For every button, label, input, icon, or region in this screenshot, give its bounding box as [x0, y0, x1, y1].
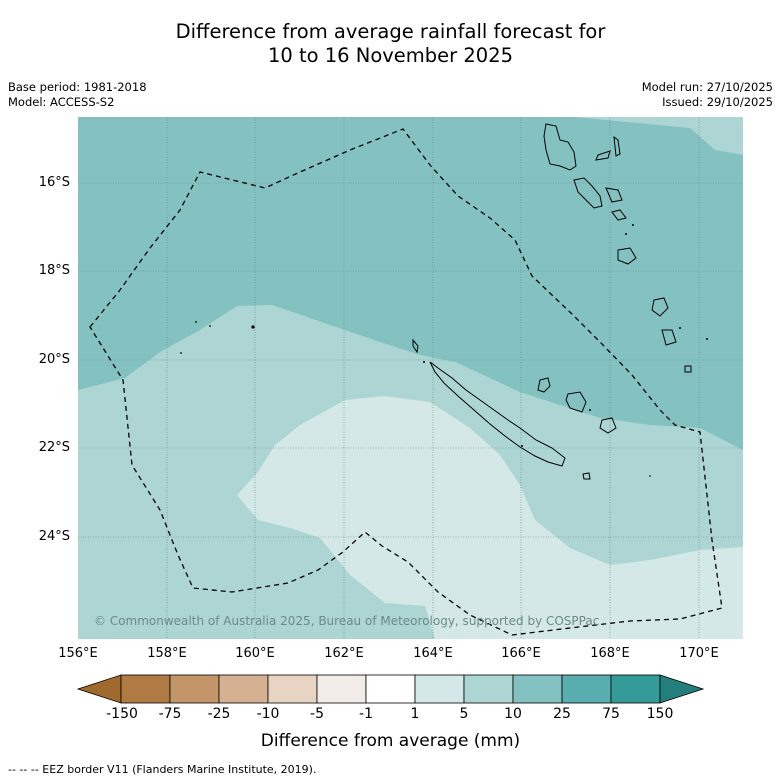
- chart-title: Difference from average rainfall forecas…: [0, 20, 781, 68]
- tanna-island: [651, 297, 669, 317]
- title-line-2: 10 to 16 November 2025: [267, 44, 514, 67]
- colorbar-extend-low: [76, 674, 122, 704]
- colorbar-swatch: [610, 674, 661, 704]
- colorbar-title: Difference from average (mm): [260, 731, 521, 751]
- lat-label-16s: 16°S: [38, 175, 70, 190]
- lon-label-166e: 166°E: [501, 646, 541, 661]
- small-islets: [180, 224, 708, 477]
- rain-band-5-10-left-notch: [78, 540, 87, 552]
- new-caledonia-island: [429, 361, 566, 467]
- colorbar-swatch: [267, 674, 318, 704]
- malakula-island: [573, 177, 603, 209]
- lon-label-156e: 156°E: [58, 646, 98, 661]
- colorbar: [76, 674, 705, 704]
- maewo-island: [613, 135, 621, 157]
- isle-of-pines: [582, 472, 591, 480]
- colorbar-label: 10: [504, 706, 522, 722]
- eez-footnote: -- -- -- EEZ border V11 (Flanders Marine…: [8, 763, 317, 776]
- lon-label-160e: 160°E: [235, 646, 275, 661]
- aneityum-island: [661, 329, 677, 346]
- colorbar-extend-high: [659, 674, 705, 704]
- colorbar-swatch: [365, 674, 416, 704]
- lat-label-22s: 22°S: [38, 440, 70, 455]
- lon-label-170e: 170°E: [679, 646, 719, 661]
- lon-label-164e: 164°E: [413, 646, 453, 661]
- colorbar-label: -5: [310, 706, 324, 722]
- rain-band-5-10-northeast: [575, 117, 743, 155]
- eez-border: [89, 128, 723, 636]
- colorbar-label: -10: [256, 706, 280, 722]
- colorbar-label: -75: [158, 706, 182, 722]
- lifou-island: [565, 391, 587, 413]
- ambae-island: [595, 150, 611, 161]
- lon-label-168e: 168°E: [590, 646, 630, 661]
- colorbar-label: 1: [410, 706, 420, 722]
- meta-left: Base period: 1981-2018 Model: ACCESS-S2: [8, 80, 147, 110]
- colorbar-label: -25: [207, 706, 231, 722]
- colorbar-swatch: [218, 674, 269, 704]
- futuna-island: [684, 365, 692, 373]
- model-name: Model: ACCESS-S2: [8, 95, 115, 109]
- colorbar-swatch: [561, 674, 612, 704]
- erromango-island: [617, 247, 637, 265]
- ouvea-island: [537, 377, 551, 393]
- meta-right: Model run: 27/10/2025 Issued: 29/10/2025: [642, 80, 773, 110]
- colorbar-swatch: [169, 674, 220, 704]
- epi-island: [605, 187, 623, 203]
- title-line-1: Difference from average rainfall forecas…: [175, 20, 606, 43]
- mare-island: [599, 417, 617, 434]
- colorbar-swatch: [414, 674, 465, 704]
- colorbar-swatch: [463, 674, 514, 704]
- colorbar-label: 5: [459, 706, 469, 722]
- belep-islands: [412, 338, 419, 354]
- colorbar-swatch: [512, 674, 563, 704]
- lat-label-20s: 20°S: [38, 352, 70, 367]
- colorbar-label: -1: [359, 706, 373, 722]
- espiritu-santo-island: [543, 123, 577, 171]
- lat-label-24s: 24°S: [38, 529, 70, 544]
- issued-date: Issued: 29/10/2025: [662, 95, 773, 109]
- model-run: Model run: 27/10/2025: [641, 80, 773, 94]
- graticule: [78, 117, 743, 639]
- colorbar-label: -150: [106, 706, 138, 722]
- lat-label-18s: 18°S: [38, 263, 70, 278]
- colorbar-label: 150: [646, 706, 674, 722]
- lon-label-162e: 162°E: [324, 646, 364, 661]
- colorbar-label: 75: [602, 706, 620, 722]
- map-copyright: © Commonwealth of Australia 2025, Bureau…: [94, 614, 600, 628]
- colorbar-swatch: [120, 674, 171, 704]
- base-period: Base period: 1981-2018: [8, 80, 147, 94]
- lon-label-158e: 158°E: [147, 646, 187, 661]
- rain-band-1-5: [237, 396, 743, 639]
- map-area: [78, 117, 743, 639]
- colorbar-label: 25: [553, 706, 571, 722]
- efate-island: [611, 209, 627, 221]
- colorbar-swatch: [316, 674, 367, 704]
